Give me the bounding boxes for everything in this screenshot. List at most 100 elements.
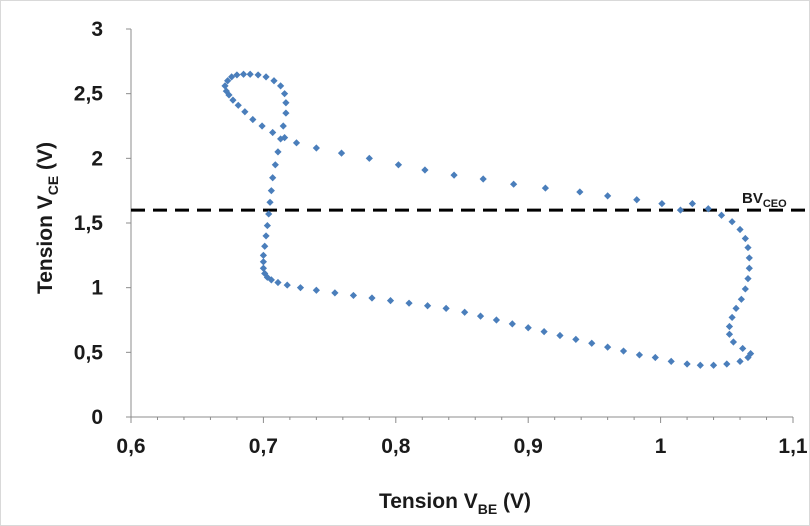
data-point	[221, 82, 229, 90]
data-point	[524, 324, 532, 332]
data-point	[461, 308, 469, 316]
data-point	[394, 161, 403, 169]
data-point	[736, 225, 744, 234]
y-tick-label: 0	[91, 406, 103, 429]
data-point	[744, 243, 752, 252]
data-point	[263, 221, 271, 230]
data-point	[267, 187, 275, 195]
data-point	[688, 200, 696, 208]
data-point	[229, 96, 237, 104]
y-axis: 0 0,5 1 1,5 2 2,5 3	[74, 18, 132, 429]
data-point	[604, 343, 612, 351]
data-point	[744, 275, 752, 283]
data-point	[228, 73, 236, 81]
data-point	[683, 360, 691, 368]
data-point	[283, 281, 291, 289]
data-point	[368, 294, 376, 302]
data-point	[576, 188, 584, 196]
data-point	[270, 77, 278, 85]
data-point	[259, 258, 267, 266]
data-point	[667, 357, 675, 365]
data-point	[728, 218, 736, 226]
data-point	[265, 210, 273, 218]
data-point	[556, 331, 564, 340]
data-point	[725, 330, 734, 338]
data-point	[421, 166, 429, 174]
data-point	[337, 149, 346, 157]
y-tick-label: 3	[91, 18, 103, 41]
data-point	[604, 192, 612, 200]
x-tick-label: 0,7	[249, 435, 278, 458]
data-point	[423, 302, 432, 310]
data-point	[728, 313, 736, 322]
data-point	[249, 115, 257, 124]
x-tick-label: 0,8	[381, 435, 411, 458]
data-point	[633, 196, 641, 204]
data-point	[405, 299, 413, 307]
data-point	[476, 312, 485, 320]
data-point	[331, 289, 339, 297]
x-tick-label: 1,1	[778, 435, 808, 458]
data-point	[651, 353, 659, 362]
x-axis: 0,6 0,7 0,8 0,9 1 1,1	[116, 416, 808, 458]
data-point	[282, 109, 290, 117]
y-tick-label: 2	[91, 147, 103, 170]
y-axis-title: Tension VCE (V)	[34, 142, 61, 294]
data-point	[492, 316, 501, 324]
data-point	[723, 360, 731, 368]
data-point	[292, 139, 301, 147]
data-point	[619, 347, 628, 355]
data-point	[258, 122, 266, 130]
data-point	[274, 278, 282, 287]
data-point	[296, 284, 305, 292]
data-point	[280, 90, 289, 98]
data-point	[269, 128, 277, 137]
data-point	[282, 99, 290, 107]
x-tick-label: 0,9	[514, 435, 543, 458]
data-point	[262, 232, 270, 240]
data-point	[442, 304, 450, 312]
data-point	[254, 71, 262, 79]
data-point	[588, 339, 596, 347]
data-point	[450, 171, 458, 179]
bvceo-label: BVCEO	[742, 190, 787, 210]
data-point	[225, 91, 233, 99]
data-point	[725, 322, 734, 331]
data-point	[736, 357, 744, 365]
data-point	[541, 184, 550, 192]
data-point	[262, 73, 270, 81]
data-point	[709, 361, 718, 369]
data-point	[745, 254, 753, 262]
data-point	[224, 77, 232, 85]
data-point	[274, 148, 282, 156]
data-point	[741, 234, 749, 243]
x-axis-title: Tension VBE (V)	[379, 490, 531, 517]
data-points	[221, 70, 755, 369]
data-point	[312, 286, 320, 294]
data-point	[479, 175, 487, 183]
data-point	[717, 211, 726, 219]
data-point	[266, 198, 274, 206]
x-tick-label: 0,6	[116, 435, 145, 458]
data-point	[259, 264, 267, 272]
data-point	[246, 70, 254, 78]
data-point	[658, 200, 666, 208]
data-point	[732, 304, 740, 312]
data-point	[239, 70, 248, 78]
data-point	[271, 161, 279, 169]
data-point	[241, 108, 249, 116]
y-tick-label: 2,5	[74, 83, 104, 106]
data-point	[729, 338, 738, 346]
data-point	[508, 320, 516, 328]
data-point	[312, 144, 320, 152]
data-point	[572, 335, 580, 343]
data-point	[280, 134, 289, 142]
data-point	[279, 122, 287, 130]
data-point	[739, 344, 747, 353]
data-point	[267, 276, 275, 284]
data-point	[234, 101, 242, 109]
data-point	[741, 285, 749, 293]
data-point	[386, 297, 395, 305]
data-point	[737, 295, 745, 303]
